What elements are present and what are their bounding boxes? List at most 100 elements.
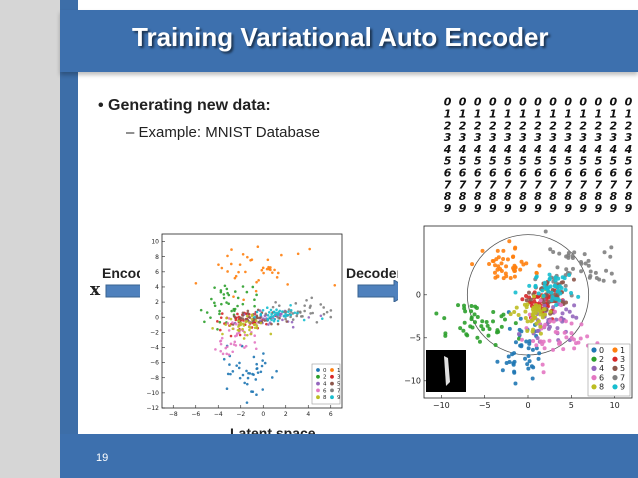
scatter-point-digit-7 — [322, 306, 325, 309]
mnist-digit-glyph: 1 — [610, 107, 618, 120]
scatter-point-digit-6 — [542, 346, 547, 351]
decoder-scatter-chart: −10 −5 0 5 10 0 −5 −10 0 1 2 3 4 5 6 7 8 9 — [404, 225, 633, 410]
scatter-point-digit-8 — [514, 305, 519, 310]
scatter-point-digit-4 — [560, 311, 565, 316]
scatter-point-digit-4 — [555, 326, 560, 331]
legend-marker — [612, 365, 618, 371]
mnist-digit-glyph: 4 — [593, 143, 602, 156]
scatter-point-digit-6 — [540, 362, 545, 367]
legend-label: 0 — [323, 368, 327, 374]
scatter-point-digit-5 — [238, 317, 242, 320]
mnist-digit-glyph: 9 — [474, 202, 482, 214]
scatter-point-digit-4 — [542, 303, 547, 308]
scatter-point-digit-7 — [325, 310, 329, 314]
x-tick-label: −6 — [191, 411, 200, 418]
scatter-point-digit-4 — [535, 336, 540, 341]
scatter-point-digit-7 — [609, 271, 614, 276]
scatter-point-digit-9 — [549, 290, 554, 295]
mnist-digit-glyph: 9 — [579, 202, 587, 214]
scatter-point-digit-6 — [253, 334, 257, 338]
scatter-point-digit-1 — [470, 262, 475, 267]
mnist-digit-glyph: 9 — [534, 202, 542, 214]
legend-marker — [591, 384, 597, 390]
scatter-point-digit-2 — [475, 314, 480, 319]
scatter-point-digit-7 — [579, 269, 584, 274]
scatter-point-digit-9 — [281, 310, 284, 313]
scatter-point-digit-4 — [290, 320, 294, 324]
scatter-point-digit-2 — [199, 308, 203, 312]
x-tick-label: 2 — [284, 411, 288, 418]
scatter-point-digit-9 — [275, 308, 278, 312]
scatter-point-digit-1 — [511, 254, 516, 259]
scatter-point-digit-8 — [254, 319, 258, 323]
legend-label: 6 — [323, 388, 327, 394]
scatter-point-digit-7 — [593, 270, 598, 275]
mnist-digit-glyph: 0 — [444, 96, 452, 109]
scatter-point-digit-9 — [562, 276, 567, 281]
scatter-point-digit-1 — [276, 271, 280, 275]
mnist-digit-glyph: 7 — [564, 178, 572, 191]
mnist-digit-glyph: 7 — [610, 178, 618, 191]
scatter-point-digit-1 — [254, 289, 258, 293]
scatter-point-digit-8 — [244, 320, 248, 324]
scatter-point-digit-7 — [274, 300, 277, 304]
scatter-point-digit-2 — [222, 296, 226, 300]
scatter-point-digit-6 — [578, 336, 583, 341]
scatter-point-digit-0 — [511, 361, 516, 366]
mnist-digit-glyph: 2 — [564, 119, 572, 132]
scatter-point-digit-5 — [560, 280, 565, 285]
scatter-point-digit-7 — [276, 316, 280, 319]
scatter-point-digit-8 — [237, 325, 240, 328]
scatter-point-digit-8 — [536, 319, 541, 324]
scatter-point-digit-0 — [519, 344, 524, 349]
scatter-point-digit-1 — [255, 280, 258, 284]
mnist-digit-glyph: 2 — [444, 119, 452, 132]
scatter-point-digit-4 — [319, 314, 323, 318]
scatter-point-digit-1 — [492, 270, 497, 275]
scatter-point-digit-2 — [210, 297, 213, 301]
scatter-point-digit-9 — [547, 276, 552, 281]
scatter-point-digit-6 — [569, 321, 574, 326]
scatter-point-digit-1 — [226, 254, 229, 258]
scatter-point-digit-9 — [272, 310, 276, 314]
scatter-point-digit-0 — [229, 372, 232, 376]
scatter-point-digit-1 — [493, 275, 498, 280]
scatter-point-digit-0 — [251, 372, 254, 376]
mnist-digit-glyph: 6 — [474, 166, 482, 179]
legend-marker — [330, 381, 334, 386]
scatter-point-digit-7 — [551, 250, 556, 255]
scatter-point-digit-0 — [527, 359, 532, 364]
scatter-point-digit-2 — [475, 335, 480, 340]
mnist-digit-glyph: 8 — [474, 190, 482, 203]
scatter-point-digit-5 — [270, 322, 273, 326]
scatter-point-digit-8 — [531, 309, 536, 314]
mnist-digit-glyph: 5 — [549, 155, 557, 168]
scatter-point-digit-2 — [230, 309, 233, 313]
legend-label: 1 — [620, 346, 625, 355]
scatter-point-digit-7 — [612, 279, 617, 284]
legend-marker — [316, 374, 320, 379]
scatter-point-digit-0 — [248, 372, 252, 375]
scatter-point-digit-2 — [461, 328, 466, 333]
scatter-point-digit-7 — [311, 311, 315, 315]
scatter-point-digit-4 — [572, 303, 577, 308]
scatter-point-digit-1 — [511, 266, 516, 271]
scatter-point-digit-4 — [281, 318, 284, 322]
scatter-point-digit-6 — [231, 350, 235, 354]
scatter-point-digit-1 — [275, 276, 279, 279]
scatter-point-digit-5 — [248, 316, 252, 319]
mnist-digit-glyph: 7 — [579, 178, 587, 191]
scatter-point-digit-2 — [464, 332, 469, 337]
scatter-point-digit-3 — [234, 318, 238, 322]
scatter-point-digit-5 — [527, 290, 532, 295]
mnist-digit-glyph: 9 — [444, 202, 452, 214]
scatter-point-digit-6 — [572, 346, 577, 351]
scatter-point-digit-1 — [261, 266, 265, 270]
mnist-digit-glyph: 1 — [519, 107, 527, 120]
scatter-point-digit-0 — [255, 393, 258, 397]
scatter-point-digit-1 — [501, 256, 506, 261]
legend-label: 4 — [599, 364, 604, 373]
scatter-point-digit-6 — [569, 331, 574, 336]
scatter-point-digit-0 — [255, 362, 258, 366]
